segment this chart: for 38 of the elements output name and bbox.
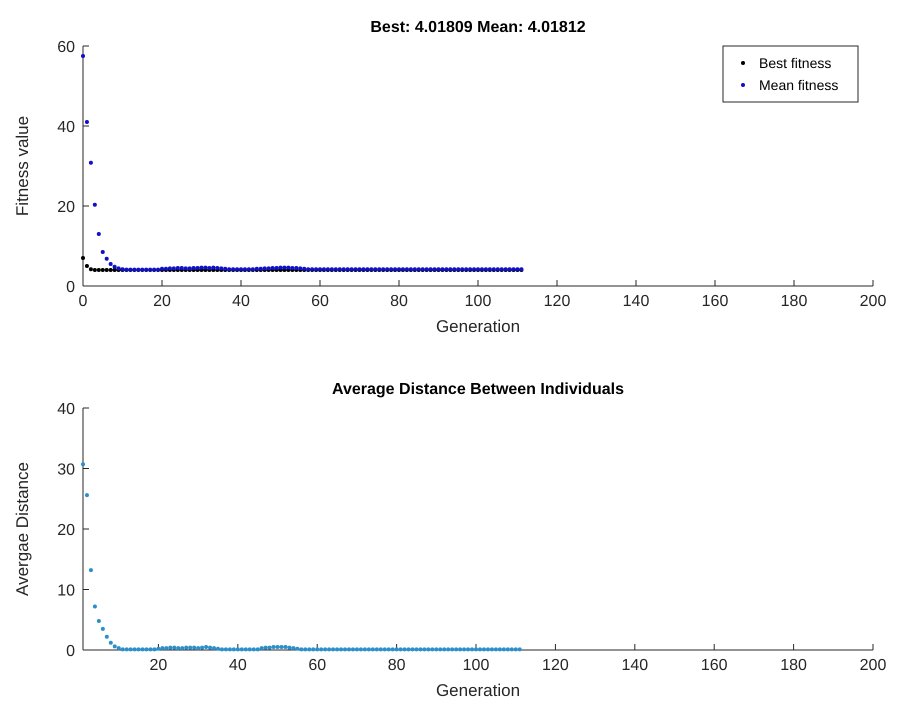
y-tick-label: 0 <box>66 279 76 296</box>
y-tick-label: 20 <box>57 522 76 539</box>
y-axis-title: Fitness value <box>13 116 32 216</box>
x-tick-label: 80 <box>390 293 408 310</box>
y-tick-label: 0 <box>66 643 76 660</box>
x-tick-label: 0 <box>78 293 88 310</box>
x-tick-label: 180 <box>780 657 808 674</box>
x-tick-label: 140 <box>622 293 650 310</box>
y-tick-label: 10 <box>57 582 76 600</box>
y-tick-label: 30 <box>57 462 76 478</box>
x-tick-label: 100 <box>462 657 490 674</box>
y-tick-label: 40 <box>57 401 76 418</box>
y-tick-label: 20 <box>57 199 76 216</box>
legend-label: Best fitness <box>759 55 832 71</box>
chart-title: Best: 4.01809 Mean: 4.01812 <box>370 19 586 36</box>
y-axis-title: Avergae Distance <box>13 462 32 596</box>
x-tick-label: 160 <box>702 293 728 310</box>
x-axis-title: Generation <box>436 681 520 700</box>
x-tick-label: 80 <box>388 657 406 674</box>
x-tick-label: 40 <box>232 293 250 310</box>
x-tick-label: 120 <box>544 293 570 310</box>
x-tick-label: 200 <box>860 293 886 310</box>
y-tick-label: 60 <box>57 39 76 56</box>
x-tick-label: 60 <box>308 657 326 674</box>
x-tick-label: 40 <box>228 657 247 674</box>
x-tick-label: 200 <box>860 657 886 674</box>
x-tick-label: 20 <box>150 657 168 674</box>
x-tick-label: 140 <box>621 657 648 674</box>
chart-title: Average Distance Between Individuals <box>332 381 624 398</box>
x-tick-label: 120 <box>542 657 569 674</box>
x-tick-label: 180 <box>780 293 808 310</box>
y-tick-label: 40 <box>57 119 76 136</box>
x-axis-title: Generation <box>436 317 520 336</box>
x-tick-label: 100 <box>464 293 492 310</box>
x-tick-label: 160 <box>700 657 728 674</box>
x-tick-label: 60 <box>311 293 329 310</box>
legend-label: Mean fitness <box>759 77 838 93</box>
x-tick-label: 20 <box>153 293 171 310</box>
